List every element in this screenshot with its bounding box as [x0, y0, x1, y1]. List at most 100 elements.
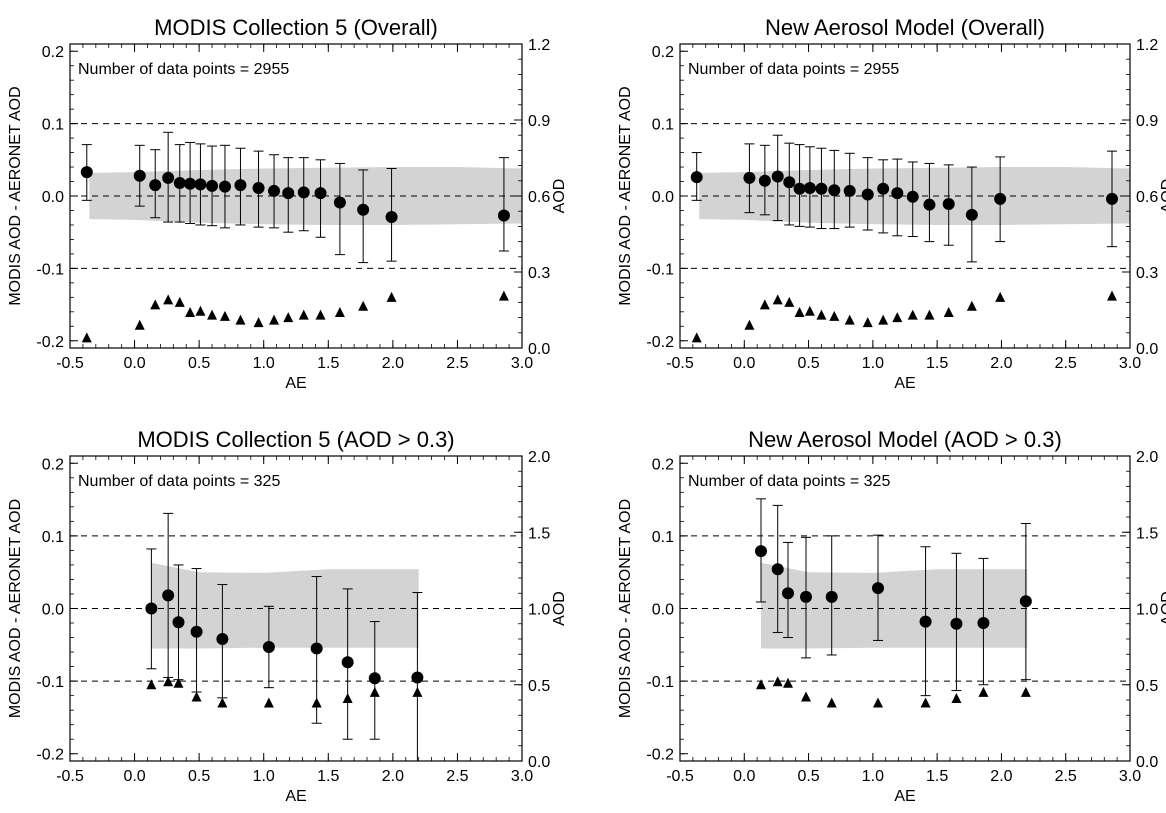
y-tick-label: 0.2 [652, 44, 674, 61]
bias-point [172, 616, 185, 629]
aod-triangle-point [334, 307, 345, 318]
y-axis-label: MODIS AOD - AERONET AOD [617, 499, 634, 718]
aod-triangle-point [826, 697, 837, 708]
y2-tick-label: 0.6 [528, 189, 550, 206]
bias-point [828, 184, 841, 197]
y2-tick-label: 0.5 [1136, 678, 1158, 695]
bias-point [173, 176, 186, 189]
aod-triangle-point [691, 332, 702, 343]
bias-point [815, 182, 828, 195]
y2-axis-label: AOD [551, 179, 568, 214]
x-tick-label: -0.5 [666, 768, 694, 785]
chart-panel-1: -0.5 0.0 0.5 1.0 1.5 2.0 2.5 3.0 -0.2 -0.1 0.0 0.1 0… [7, 15, 568, 392]
y-tick-label: 0.2 [42, 456, 64, 473]
bias-point [843, 184, 856, 197]
aod-triangle-point [784, 296, 795, 307]
aod-triangle-point [978, 686, 989, 697]
aod-triangle-point [1020, 686, 1031, 697]
bias-point [314, 187, 327, 200]
aod-triangle-point [163, 294, 174, 305]
y2-tick-label: 1.5 [1136, 525, 1158, 542]
x-tick-label: 1.0 [862, 768, 884, 785]
y-tick-label: 0.0 [42, 602, 64, 619]
aod-triangle-point [191, 691, 202, 702]
y2-tick-label: 2.0 [528, 449, 550, 466]
aod-triangle-point [816, 309, 827, 320]
x-axis-label: AE [285, 788, 306, 805]
y-tick-label: 0.0 [652, 189, 674, 206]
x-tick-label: 0.5 [797, 768, 819, 785]
y-tick-label: 0.0 [42, 189, 64, 206]
aod-triangle-point [311, 697, 322, 708]
y2-axis-label: AOD [551, 591, 568, 626]
aod-triangle-point [174, 296, 185, 307]
x-tick-label: 0.5 [188, 355, 210, 372]
y-tick-label: 0.2 [42, 44, 64, 61]
aod-triangle-point [498, 290, 509, 301]
bias-point [252, 182, 265, 195]
chart-title: New Aerosol Model (AOD > 0.3) [748, 427, 1062, 452]
y-axis-label: MODIS AOD - AERONET AOD [7, 499, 24, 718]
x-tick-label: 2.0 [990, 355, 1012, 372]
aod-triangle-point [173, 677, 184, 688]
y-axis-label: MODIS AOD - AERONET AOD [7, 86, 24, 305]
bias-point [194, 178, 207, 191]
aod-triangle-point [907, 309, 918, 320]
y2-tick-label: 0.9 [528, 113, 550, 130]
bias-point [411, 671, 424, 684]
bias-point [743, 171, 756, 184]
aod-triangle-point [744, 319, 755, 330]
x-tick-label: 1.0 [862, 355, 884, 372]
bias-point [825, 590, 838, 603]
chart-panel-3: -0.5 0.0 0.5 1.0 1.5 2.0 2.5 3.0 -0.2 -0.1 0.0 0.1 0… [7, 427, 568, 805]
y-tick-label: -0.1 [646, 261, 674, 278]
aod-triangle-point [756, 679, 766, 690]
shaded-band [151, 562, 419, 649]
x-tick-label: 2.0 [990, 768, 1012, 785]
bias-point [218, 180, 231, 193]
aod-triangle-point [412, 686, 423, 697]
aod-triangle-point [146, 679, 157, 690]
y2-tick-label: 2.0 [1136, 449, 1158, 466]
aod-triangle-point [1107, 290, 1117, 301]
aod-triangle-point [163, 676, 174, 687]
aod-triangle-point [794, 307, 805, 318]
aod-triangle-point [269, 314, 280, 325]
y2-tick-label: 0.0 [528, 341, 550, 358]
y2-axis-label: AOD [1159, 179, 1166, 214]
bias-point [877, 182, 890, 195]
y2-tick-label: 0.3 [1136, 265, 1158, 282]
bias-point [162, 171, 175, 184]
y2-tick-label: 1.2 [1136, 37, 1158, 54]
x-tick-label: 3.0 [511, 355, 533, 372]
data-count-annotation: Number of data points = 2955 [78, 61, 289, 78]
bias-point [268, 184, 281, 197]
y-tick-label: -0.2 [646, 747, 674, 764]
data-count-annotation: Number of data points = 325 [78, 473, 280, 490]
bias-point [800, 590, 812, 603]
bias-point [184, 177, 197, 190]
aod-triangle-point [995, 291, 1006, 302]
aod-triangle-point [943, 307, 954, 318]
y-tick-label: -0.1 [646, 674, 674, 691]
aod-triangle-point [920, 697, 931, 708]
x-tick-label: 0.0 [123, 355, 145, 372]
bias-point [357, 203, 370, 216]
aod-triangle-point [342, 692, 353, 703]
y2-tick-label: 1.0 [528, 602, 550, 619]
aod-triangle-point [195, 305, 206, 316]
aod-triangle-point [219, 310, 230, 321]
bias-point [234, 179, 247, 192]
aod-triangle-point [878, 314, 889, 325]
x-tick-label: 1.5 [317, 768, 339, 785]
x-tick-label: 1.0 [253, 768, 275, 785]
aod-triangle-point [185, 307, 196, 318]
aod-triangle-point [298, 309, 309, 320]
aod-triangle-point [150, 299, 161, 310]
y2-tick-label: 0.0 [528, 754, 550, 771]
y2-tick-label: 1.2 [528, 37, 550, 54]
aod-triangle-point [386, 291, 397, 302]
bias-point [149, 179, 162, 192]
aod-triangle-point [801, 691, 811, 702]
bias-point [216, 633, 229, 645]
